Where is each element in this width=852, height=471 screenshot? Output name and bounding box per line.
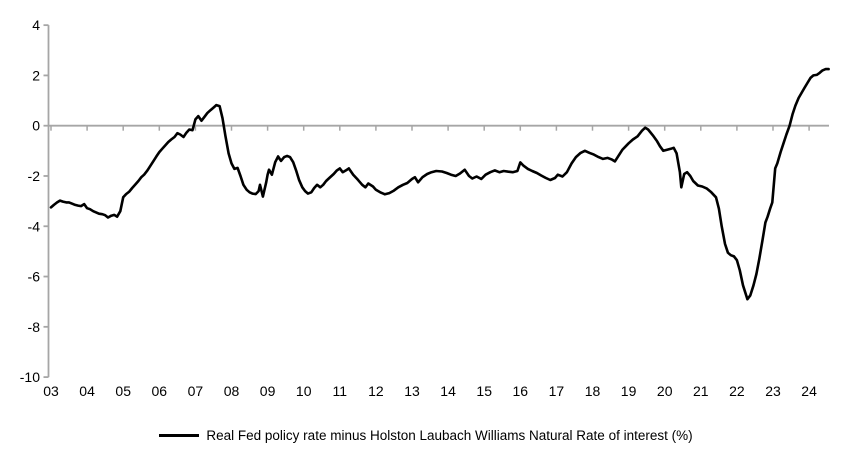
x-axis-tick-label: 06 <box>152 383 168 399</box>
x-axis-tick-label: 22 <box>729 383 745 399</box>
x-axis-tick-label: 04 <box>79 383 95 399</box>
y-axis-tick-label: -4 <box>28 218 41 234</box>
y-axis-tick-label: -6 <box>28 269 41 285</box>
x-axis-tick-label: 14 <box>440 383 456 399</box>
y-axis-tick-label: -8 <box>28 319 41 335</box>
x-axis-tick-label: 11 <box>333 383 348 399</box>
y-axis-tick-label: -10 <box>20 369 40 385</box>
y-axis-tick-label: 4 <box>32 17 40 33</box>
x-axis-tick-label: 15 <box>476 383 492 399</box>
x-axis-tick-label: 12 <box>368 383 384 399</box>
x-axis-tick-label: 24 <box>801 383 817 399</box>
x-axis-tick-label: 07 <box>188 383 204 399</box>
x-axis-tick-label: 18 <box>585 383 601 399</box>
series-line <box>49 67 830 301</box>
x-axis-tick-label: 23 <box>765 383 781 399</box>
y-axis-tick-label: -2 <box>28 168 41 184</box>
x-axis-tick-label: 05 <box>115 383 131 399</box>
x-axis-tick-label: 08 <box>224 383 240 399</box>
legend-label: Real Fed policy rate minus Holston Lauba… <box>206 428 693 443</box>
x-axis-tick-label: 03 <box>43 383 59 399</box>
legend-line-marker <box>159 434 200 437</box>
x-axis-tick-label: 10 <box>296 383 312 399</box>
y-axis-tick-label: 2 <box>32 67 40 83</box>
x-axis-tick-label: 16 <box>513 383 529 399</box>
chart-legend: Real Fed policy rate minus Holston Lauba… <box>0 428 852 443</box>
x-axis-tick-label: 21 <box>693 383 709 399</box>
x-axis-tick-label: 19 <box>621 383 637 399</box>
y-axis-tick-label: 0 <box>32 118 40 134</box>
x-axis-tick-label: 20 <box>657 383 673 399</box>
x-axis-tick-label: 13 <box>404 383 420 399</box>
x-axis-tick-label: 17 <box>549 383 565 399</box>
x-axis-tick-label: 09 <box>260 383 276 399</box>
